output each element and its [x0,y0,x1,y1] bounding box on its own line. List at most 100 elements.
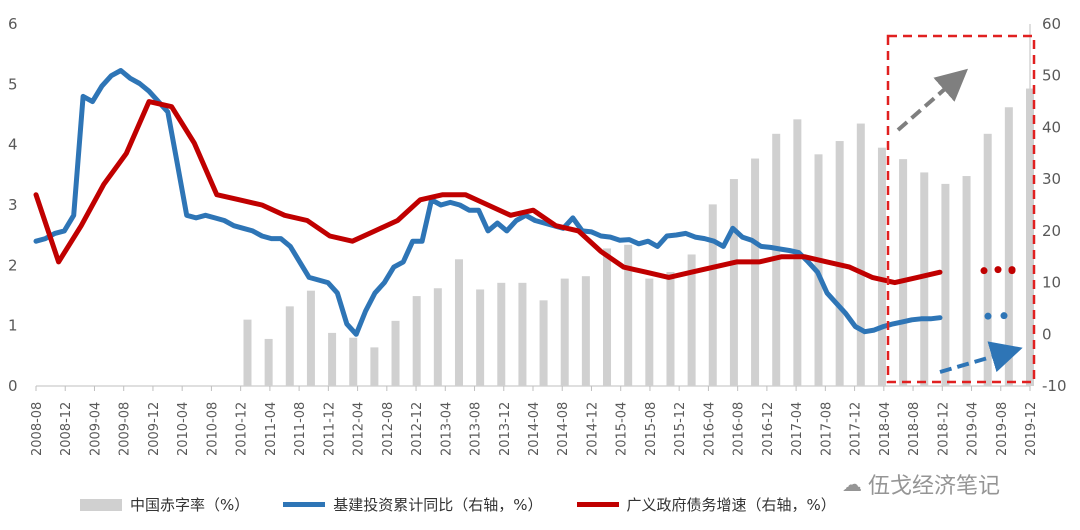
legend-label-debt: 广义政府债务增速（右轴，%） [626,496,836,514]
deficit-bar [349,337,358,386]
right-tick-label: 10 [1042,274,1061,292]
deficit-bar [264,338,273,386]
x-tick-label: 2010-12 [235,402,250,456]
deficit-bar [454,259,463,386]
legend-swatch-red-line [576,502,619,507]
right-tick-label: 0 [1042,325,1052,343]
legend-label-infra: 基建投资累计同比（右轴，%） [333,496,543,514]
deficit-bar [751,158,760,386]
deficit-bar [856,123,865,387]
x-tick-label: 2017-08 [819,402,834,456]
left-tick-label: 4 [8,136,18,154]
x-tick-label: 2013-08 [469,402,484,456]
red-projection-dot [980,267,988,275]
left-tick-label: 5 [8,75,18,93]
legend-item-debt: 广义政府债务增速（右轴，%） [576,494,836,515]
right-tick-label: 50 [1042,67,1061,85]
x-tick-label: 2014-04 [527,402,542,456]
x-tick-label: 2015-04 [615,402,630,456]
deficit-bar [645,278,654,386]
x-tick-label: 2016-12 [761,402,776,456]
deficit-bar [539,300,548,386]
deficit-bar [1026,88,1034,386]
deficit-bar [941,183,950,386]
right-tick-label: 30 [1042,170,1061,188]
left-tick-label: 3 [8,196,18,214]
x-tick-label: 2016-08 [732,402,747,456]
x-tick-label: 2009-12 [147,402,162,456]
x-tick-label: 2009-04 [88,402,103,456]
deficit-bar [877,147,886,386]
legend-item-infra: 基建投资累计同比（右轴，%） [283,494,543,515]
legend-swatch-blue-line [283,502,326,507]
x-tick-label: 2011-12 [322,402,337,456]
x-tick-label: 2019-08 [995,402,1010,456]
x-tick-label: 2011-04 [264,402,279,456]
deficit-bar [899,159,908,386]
x-tick-label: 2012-12 [410,402,425,456]
blue-projection-dot [984,312,992,320]
left-tick-label: 2 [8,256,18,274]
highlight-box [886,34,1036,384]
deficit-bar [476,289,485,386]
x-tick-label: 2018-12 [936,402,951,456]
red-projection-dot [1008,266,1016,274]
deficit-bar [243,319,252,386]
legend-swatch-bar [80,498,122,511]
govt-debt-growth-line [33,99,943,286]
x-tick-label: 2008-12 [59,402,74,456]
deficit-bar [433,288,442,386]
deficit-bar [729,179,738,386]
deficit-bar [624,244,633,386]
chart-canvas: 0 1 2 3 4 5 6 -10 0 10 20 30 40 50 60 2008-08 2008-12 200… [8,15,1067,456]
x-tick-label: 2012-08 [381,402,396,456]
deficit-bar [497,282,506,386]
upward-blue-arrow [939,341,1023,374]
deficit-bar [560,278,569,386]
x-tick-label: 2008-08 [30,402,45,456]
deficit-bar [666,271,675,386]
right-tick-label: 40 [1042,118,1061,136]
watermark: ☁ 伍戈经济笔记 [842,468,1000,500]
x-tick-label: 2017-12 [849,402,864,456]
deficit-bar [920,172,929,386]
deficit-bar [983,133,992,386]
deficit-bar [603,248,612,386]
x-tick-label: 2012-04 [352,402,367,456]
left-tick-label: 1 [8,317,18,335]
deficit-bar [285,306,294,386]
upward-gray-arrow [896,68,969,132]
x-tick-label: 2015-08 [644,402,659,456]
left-tick-label: 6 [8,15,18,33]
right-tick-label: 20 [1042,222,1061,240]
x-tick-label: 2014-12 [585,402,600,456]
deficit-bar [708,204,717,386]
deficit-bar [1004,107,1013,386]
blue-projection-dot [1000,312,1008,320]
deficit-bar [328,332,337,386]
x-tick-label: 2018-08 [907,402,922,456]
x-tick-label: 2009-08 [118,402,133,456]
x-tick-label: 2016-04 [702,402,717,456]
x-tick-label: 2014-08 [556,402,571,456]
x-tick-label: 2019-12 [1024,402,1039,456]
infra-investment-line [33,68,943,337]
legend-label-deficit: 中国赤字率（%） [130,496,250,514]
x-tick-label: 2018-04 [878,402,893,456]
wechat-icon: ☁ [842,472,862,496]
x-tick-label: 2013-12 [498,402,513,456]
left-tick-label: 0 [8,377,18,395]
red-projection-dot [994,266,1002,274]
deficit-bar [581,276,590,386]
deficit-bar [306,290,315,386]
legend-item-deficit: 中国赤字率（%） [80,494,249,515]
deficit-bar [412,296,421,386]
x-tick-label: 2017-04 [790,402,805,456]
chart-legend: 中国赤字率（%） 基建投资累计同比（右轴，%） 广义政府债务增速（右轴，%） [80,494,836,515]
watermark-text: 伍戈经济笔记 [868,474,1001,499]
right-tick-label: -10 [1042,377,1067,395]
deficit-bar [391,320,400,386]
x-tick-label: 2010-04 [176,402,191,456]
deficit-bar [370,347,379,386]
x-tick-label: 2011-08 [293,402,308,456]
